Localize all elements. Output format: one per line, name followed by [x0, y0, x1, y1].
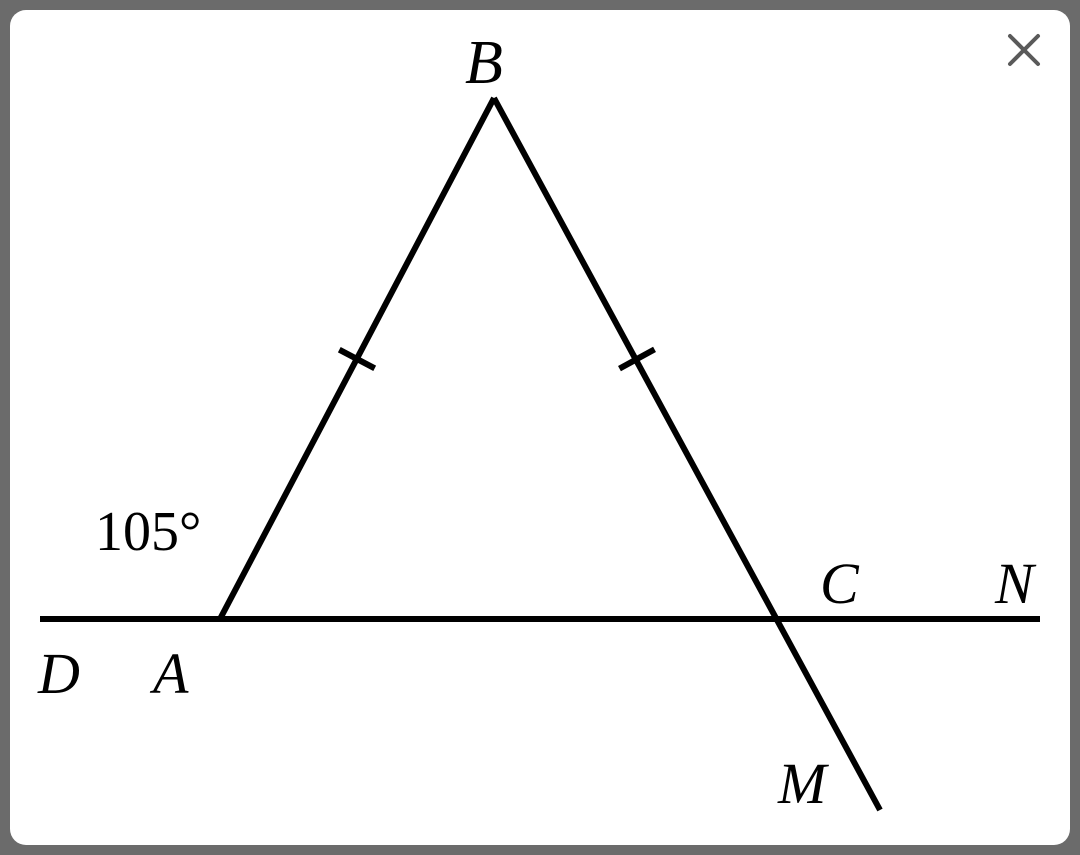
image-modal: B D A C N M 105° — [10, 10, 1070, 845]
diagram-svg — [10, 10, 1070, 845]
label-B: B — [465, 28, 503, 99]
label-D: D — [38, 640, 80, 707]
label-angle: 105° — [95, 500, 201, 564]
line-BM — [494, 98, 880, 810]
label-M: M — [778, 750, 826, 817]
label-N: N — [995, 550, 1034, 617]
label-A: A — [153, 640, 188, 707]
geometry-diagram: B D A C N M 105° — [10, 10, 1070, 845]
label-C: C — [820, 550, 859, 617]
